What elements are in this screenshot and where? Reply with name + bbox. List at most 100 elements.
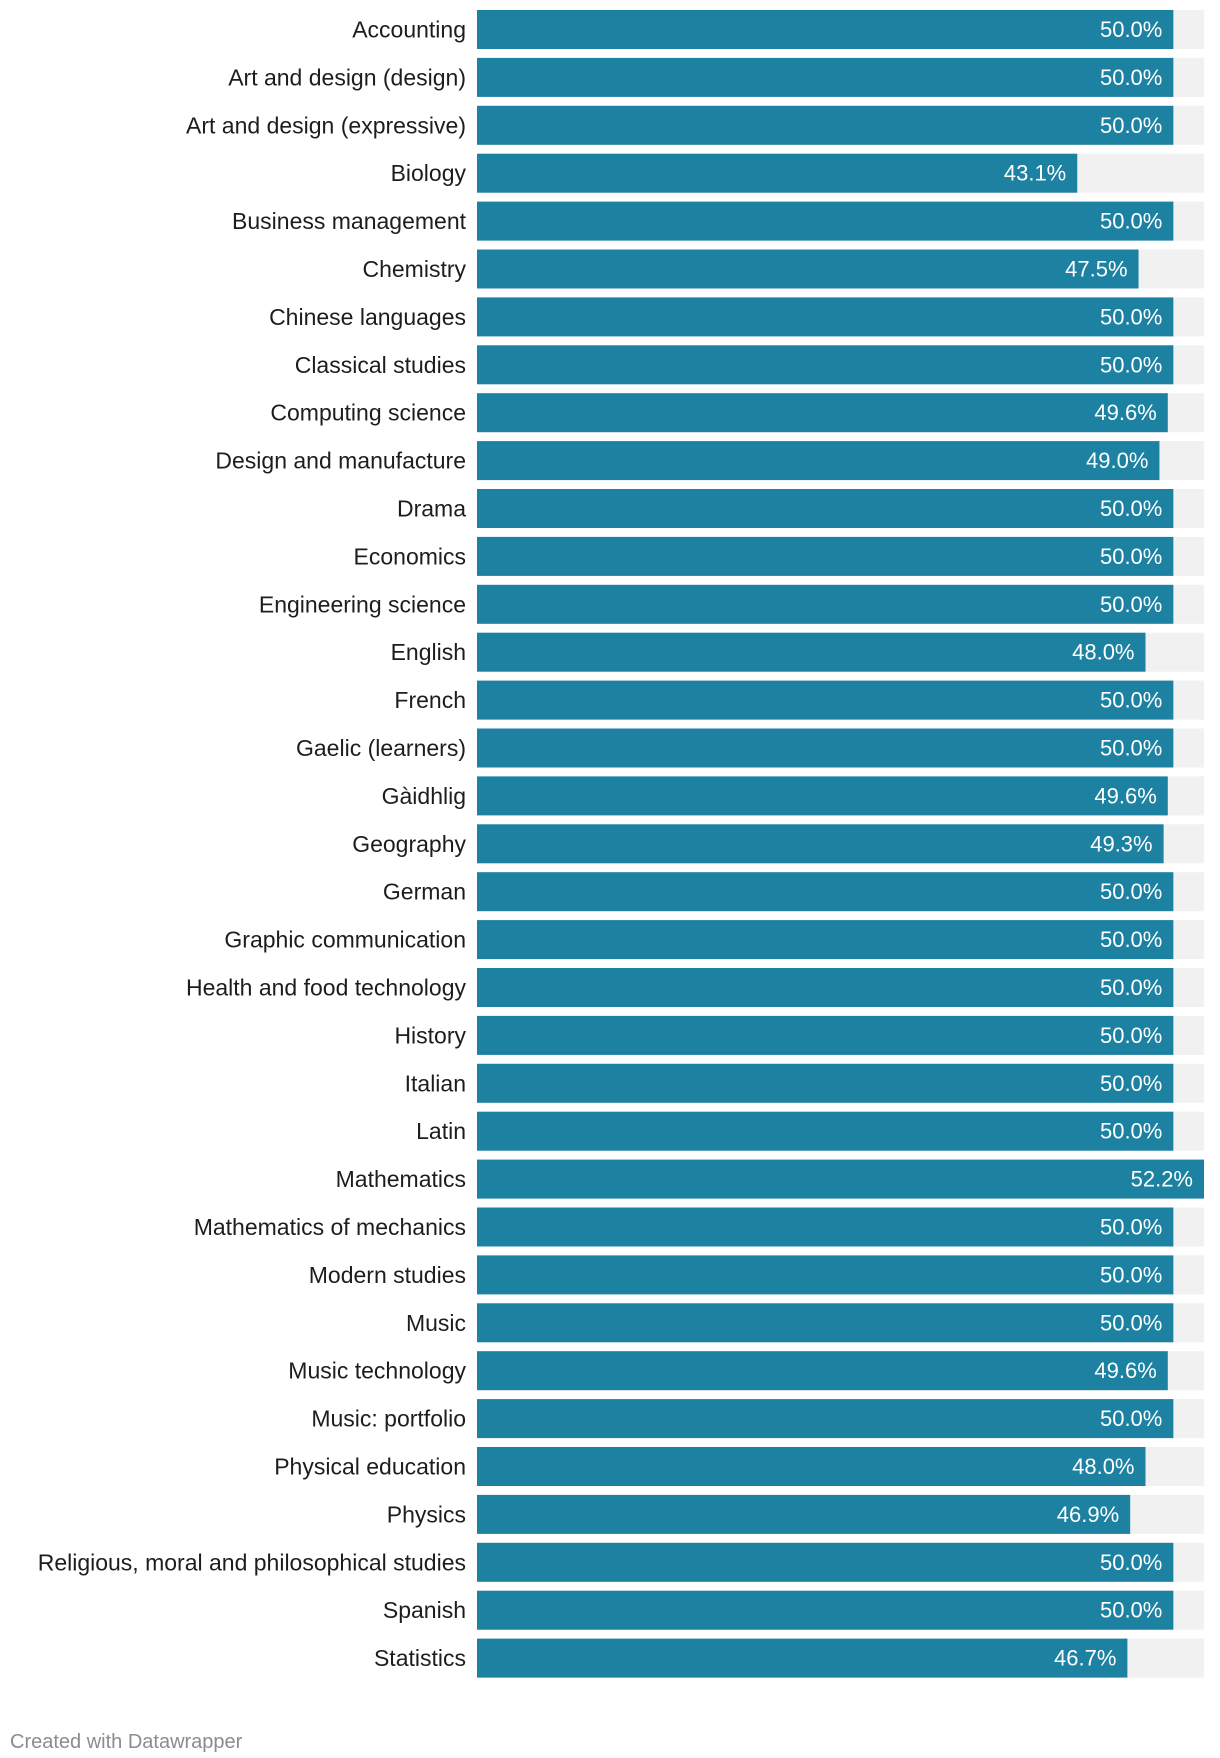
- bar-row: Gàidhlig 49.6%: [382, 776, 1204, 816]
- bar: [477, 1015, 1174, 1055]
- bar: [477, 1207, 1174, 1247]
- category-label: History: [394, 1022, 466, 1048]
- bar: [477, 489, 1174, 528]
- bar-row: Art and design (design) 50.0%: [228, 57, 1204, 97]
- value-label: 50.0%: [1100, 688, 1162, 713]
- bar: [477, 824, 1164, 864]
- category-label: Business management: [232, 208, 467, 234]
- category-label: French: [394, 687, 466, 713]
- value-label: 46.7%: [1054, 1646, 1116, 1671]
- category-label: Biology: [391, 160, 467, 186]
- bar-row: Physical education 48.0%: [274, 1447, 1204, 1486]
- bar: [477, 920, 1174, 960]
- value-label: 50.0%: [1100, 975, 1162, 1000]
- category-label: German: [383, 879, 466, 905]
- bar-row: Art and design (expressive) 50.0%: [186, 105, 1204, 145]
- bar-row: Business management 50.0%: [232, 201, 1204, 241]
- bar-row: Graphic communication 50.0%: [224, 920, 1204, 960]
- value-label: 50.0%: [1100, 1119, 1162, 1144]
- bar: [477, 1159, 1204, 1199]
- category-label: Physics: [387, 1501, 466, 1527]
- bar: [477, 345, 1174, 385]
- bar-row: Engineering science 50.0%: [259, 584, 1204, 624]
- category-label: Religious, moral and philosophical studi…: [38, 1549, 466, 1575]
- bar-row: Chemistry 47.5%: [362, 249, 1204, 289]
- category-label: Latin: [416, 1118, 466, 1144]
- category-label: English: [391, 639, 466, 665]
- value-label: 50.0%: [1100, 592, 1162, 617]
- category-label: Engineering science: [259, 591, 466, 617]
- bar: [477, 1351, 1168, 1391]
- value-label: 43.1%: [1004, 161, 1066, 186]
- category-label: Computing science: [270, 400, 466, 426]
- value-label: 48.0%: [1072, 640, 1134, 665]
- bar: [477, 297, 1174, 337]
- bar-chart: Accounting 50.0% Art and design (design) 50…: [38, 10, 1204, 1678]
- value-label: 47.5%: [1065, 257, 1127, 282]
- value-label: 49.3%: [1090, 831, 1152, 856]
- value-label: 50.0%: [1100, 113, 1162, 138]
- bar: [477, 1590, 1174, 1630]
- bar: [477, 872, 1174, 912]
- category-label: Art and design (expressive): [186, 112, 466, 138]
- bar-row: Modern studies 50.0%: [309, 1255, 1204, 1295]
- value-label: 50.0%: [1100, 736, 1162, 761]
- bar: [477, 1638, 1128, 1678]
- value-label: 50.0%: [1100, 1598, 1162, 1623]
- bar-row: Design and manufacture 49.0%: [215, 441, 1204, 481]
- value-label: 50.0%: [1100, 544, 1162, 569]
- category-label: Physical education: [274, 1454, 466, 1480]
- bar-row: Italian 50.0%: [405, 1063, 1204, 1103]
- category-label: Geography: [352, 831, 466, 857]
- bar: [477, 1063, 1174, 1103]
- category-label: Accounting: [352, 17, 466, 43]
- category-label: Italian: [405, 1070, 466, 1096]
- bar-row: Music 50.0%: [406, 1303, 1204, 1343]
- bar: [477, 968, 1174, 1007]
- bar: [477, 536, 1174, 576]
- bar: [477, 10, 1174, 49]
- category-label: Art and design (design): [228, 64, 466, 90]
- bar: [477, 1494, 1131, 1534]
- bar: [477, 105, 1174, 145]
- bar: [477, 393, 1168, 433]
- bar: [477, 1303, 1174, 1343]
- bar-row: Health and food technology 50.0%: [186, 968, 1204, 1007]
- bar-row: Latin 50.0%: [416, 1111, 1204, 1151]
- bar: [477, 776, 1168, 816]
- value-label: 50.0%: [1100, 1310, 1162, 1335]
- value-label: 50.0%: [1100, 1550, 1162, 1575]
- bar-row: German 50.0%: [383, 872, 1204, 912]
- value-label: 50.0%: [1100, 1215, 1162, 1240]
- category-label: Mathematics: [336, 1166, 466, 1192]
- category-label: Gaelic (learners): [296, 735, 466, 761]
- bar: [477, 1447, 1146, 1486]
- bar-row: Geography 49.3%: [352, 824, 1204, 864]
- bar-row: Economics 50.0%: [354, 536, 1204, 576]
- value-label: 49.0%: [1086, 448, 1148, 473]
- value-label: 49.6%: [1094, 400, 1156, 425]
- bar: [477, 201, 1174, 241]
- datawrapper-credit: Created with Datawrapper: [10, 1731, 243, 1753]
- bar-row: Biology 43.1%: [391, 153, 1204, 193]
- value-label: 50.0%: [1100, 927, 1162, 952]
- category-label: Spanish: [383, 1597, 466, 1623]
- bar: [477, 584, 1174, 624]
- category-label: Health and food technology: [186, 975, 467, 1001]
- category-label: Mathematics of mechanics: [194, 1214, 466, 1240]
- category-label: Statistics: [374, 1645, 466, 1671]
- bar: [477, 1255, 1174, 1295]
- bar-row: Music: portfolio 50.0%: [311, 1399, 1204, 1439]
- bar-row: Religious, moral and philosophical studi…: [38, 1542, 1204, 1582]
- bar: [477, 1111, 1174, 1151]
- bar-row: Spanish 50.0%: [383, 1590, 1204, 1630]
- value-label: 49.6%: [1094, 1358, 1156, 1383]
- value-label: 50.0%: [1100, 17, 1162, 42]
- value-label: 50.0%: [1100, 1262, 1162, 1287]
- bar-row: Physics 46.9%: [387, 1494, 1204, 1534]
- value-label: 50.0%: [1100, 65, 1162, 90]
- category-label: Drama: [397, 496, 466, 522]
- bar-row: Mathematics 52.2%: [336, 1159, 1204, 1199]
- category-label: Graphic communication: [224, 927, 466, 953]
- value-label: 50.0%: [1100, 496, 1162, 521]
